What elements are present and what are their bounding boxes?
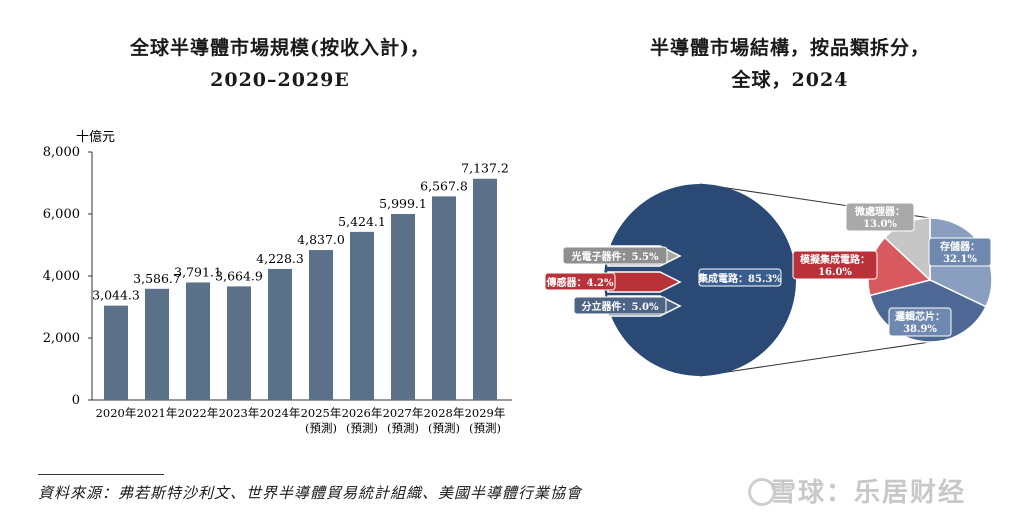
sub-label-analog-bg <box>792 250 878 280</box>
bar-chart: 十億元 8,000 6,000 4,000 2,000 0 3,044.3 2020年 3,5… <box>43 129 512 435</box>
source-divider <box>38 474 164 475</box>
y-tick-label: 2,000 <box>43 331 80 346</box>
y-tick-label: 8,000 <box>43 145 80 160</box>
x-tick-label: 2020年 <box>96 406 137 420</box>
watermark: 雪球：乐居财经 <box>770 478 967 508</box>
sub-label-logic-bg <box>888 307 952 337</box>
y-tick-label: 0 <box>72 393 80 408</box>
right-chart-title: 半導體市場結構，按品類拆分， 全球，2024 <box>560 32 1020 96</box>
x-tick-label: 2029年 <box>465 406 506 420</box>
bar-value-label: 4,228.3 <box>256 251 304 266</box>
bar-value-label: 5,424.1 <box>338 214 386 229</box>
source-note: 資料來源：弗若斯特沙利文、世界半導體貿易統計組織、美國半導體行業協會 <box>38 484 583 502</box>
y-tick-label: 6,000 <box>43 207 80 222</box>
sub-label-micro-value: 13.0% <box>863 219 897 230</box>
sub-label-memory: 存儲器： <box>940 240 980 253</box>
bar <box>104 305 128 400</box>
x-tick-label: 2025年 <box>301 406 342 420</box>
x-tick-label: 2024年 <box>260 406 301 420</box>
x-tick-sublabel: (預測) <box>305 421 337 435</box>
bar <box>309 250 333 400</box>
bar <box>350 231 374 400</box>
x-tick-label: 2027年 <box>383 406 424 420</box>
x-tick-label: 2026年 <box>342 406 383 420</box>
slice-label-sensor: 傳感器：4.2% <box>546 276 614 289</box>
bar-value-label: 4,837.0 <box>297 232 345 247</box>
left-chart-title: 全球半導體市場規模(按收入計)， 2020–2029E <box>20 32 540 96</box>
slice-label-ic: 集成電路：85.3% <box>697 272 782 285</box>
left-title-line1: 全球半導體市場規模(按收入計)， <box>130 37 430 59</box>
sub-label-logic: 邏輯芯片： <box>895 310 945 323</box>
bar <box>432 196 456 400</box>
bar <box>391 214 415 400</box>
sub-label-memory-value: 32.1% <box>943 254 977 265</box>
x-tick-sublabel: (預測) <box>387 421 419 435</box>
bar <box>227 286 251 400</box>
sub-label-memory-bg <box>928 237 992 267</box>
snowball-logo-icon <box>748 478 776 506</box>
slice-label-sensor-bg <box>544 272 616 291</box>
slice-label-discrete: 分立器件：5.0% <box>582 300 659 313</box>
bar-value-label: 7,137.2 <box>461 161 509 176</box>
bar-value-label: 3,664.9 <box>215 268 263 283</box>
x-tick-label: 2023年 <box>219 406 260 420</box>
bar <box>145 288 169 400</box>
bar <box>268 268 292 400</box>
right-title-line2: 全球，2024 <box>731 69 849 91</box>
x-tick-sublabel: (預測) <box>428 421 460 435</box>
y-tick-label: 4,000 <box>43 269 80 284</box>
right-title-line1: 半導體市場結構，按品類拆分， <box>649 37 930 59</box>
x-tick-sublabel: (預測) <box>346 421 378 435</box>
x-tick-label: 2021年 <box>137 406 178 420</box>
left-title-line2: 2020–2029E <box>210 69 350 91</box>
x-tick-sublabel: (預測) <box>469 421 501 435</box>
sub-label-analog-value: 16.0% <box>818 267 852 278</box>
bar-value-label: 3,791.1 <box>174 264 222 279</box>
y-axis-unit: 十億元 <box>76 129 115 145</box>
bar-value-label: 3,044.3 <box>92 288 140 303</box>
bar-value-label: 5,999.1 <box>379 196 427 211</box>
x-tick-label: 2028年 <box>424 406 465 420</box>
slice-label-opto-bg <box>562 246 668 265</box>
bar-value-label: 6,567.8 <box>420 178 468 193</box>
breakdown-connector-bottom <box>699 341 931 377</box>
slice-label-discrete-bg <box>573 296 667 315</box>
sub-label-micro-bg <box>845 202 915 232</box>
pie-chart: 光電子器件：5.5% 傳感器：4.2% 分立器件：5.0% 集成電路：85.3% 存儲器… <box>544 183 993 377</box>
x-tick-label: 2022年 <box>178 406 219 420</box>
sub-label-analog: 模擬集成電路： <box>800 253 870 266</box>
bar-value-label: 3,586.7 <box>133 271 181 286</box>
bar <box>186 282 210 400</box>
sub-label-logic-value: 38.9% <box>903 324 937 335</box>
sub-label-micro: 微處理器： <box>854 205 905 218</box>
bar <box>473 178 497 400</box>
slice-label-ic-bg <box>698 268 782 287</box>
slice-label-opto: 光電子器件：5.5% <box>571 250 659 263</box>
